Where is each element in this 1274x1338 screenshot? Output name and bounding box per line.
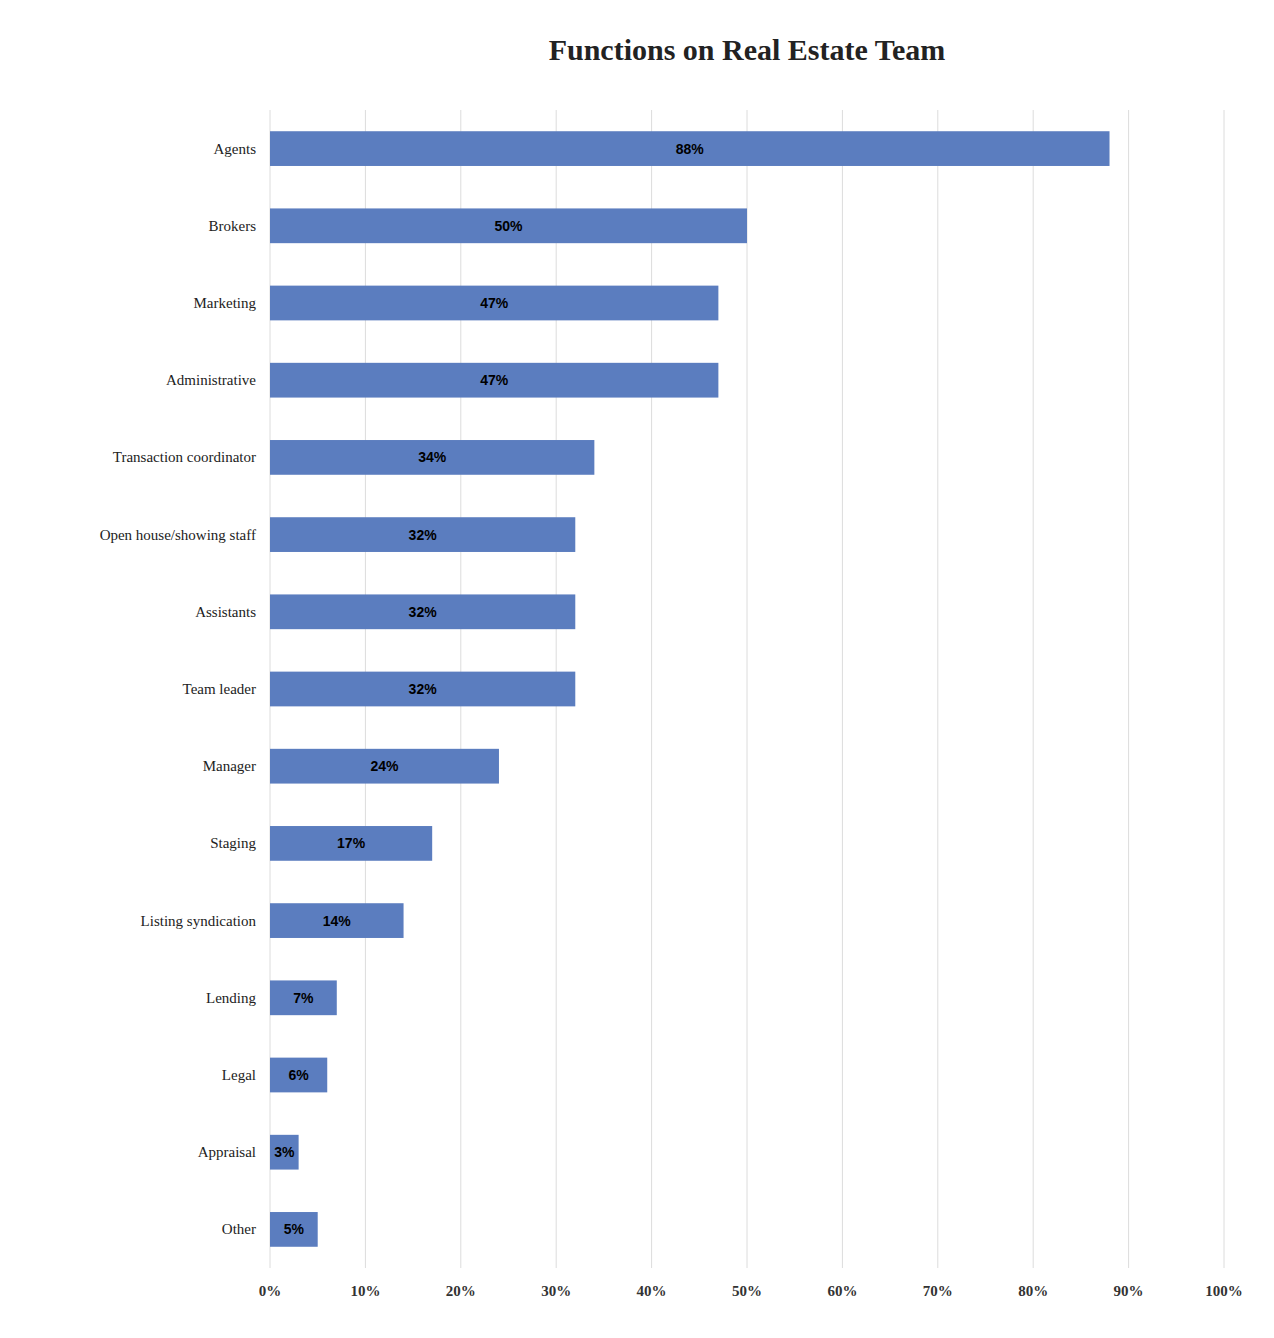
grid: [270, 110, 1224, 1268]
bar: [270, 672, 575, 707]
y-tick-label: Team leader: [183, 681, 256, 697]
data-label: 6%: [289, 1067, 310, 1083]
data-label: 50%: [494, 218, 523, 234]
chart-container: Functions on Real Estate Team 0% 10% 20% 30%…: [0, 0, 1274, 1338]
data-label: 17%: [337, 835, 366, 851]
y-tick-label: Lending: [206, 990, 256, 1006]
data-label: 88%: [676, 141, 705, 157]
data-label: 7%: [293, 990, 314, 1006]
x-axis: 0% 10% 20% 30% 40% 50% 60% 70% 80% 90% 100%: [259, 1283, 1243, 1299]
x-tick-label: 10%: [350, 1283, 380, 1299]
data-label: 14%: [323, 913, 352, 929]
bar: [270, 749, 499, 784]
y-tick-label: Assistants: [195, 604, 256, 620]
x-tick-label: 20%: [446, 1283, 476, 1299]
x-tick-label: 100%: [1205, 1283, 1243, 1299]
data-label: 47%: [480, 372, 509, 388]
bar: [270, 826, 432, 861]
bar: [270, 286, 718, 321]
data-label: 5%: [284, 1221, 305, 1237]
bar: [270, 440, 594, 475]
y-tick-label: Administrative: [166, 372, 256, 388]
data-label: 32%: [409, 527, 438, 543]
y-tick-label: Legal: [222, 1067, 256, 1083]
y-tick-label: Other: [222, 1221, 256, 1237]
bar: [270, 980, 337, 1015]
data-label: 32%: [409, 604, 438, 620]
grid-line: [747, 110, 748, 1268]
bar: [270, 1058, 327, 1093]
x-tick-label: 60%: [827, 1283, 857, 1299]
y-tick-label: Marketing: [194, 295, 257, 311]
y-tick-label: Listing syndication: [141, 913, 257, 929]
y-tick-label: Appraisal: [198, 1144, 256, 1160]
bar: [270, 517, 575, 552]
bar: [270, 594, 575, 629]
bar: [270, 903, 404, 938]
data-label: 47%: [480, 295, 509, 311]
y-tick-label: Transaction coordinator: [113, 449, 256, 465]
x-tick-label: 40%: [637, 1283, 667, 1299]
data-label: 32%: [409, 681, 438, 697]
x-tick-label: 80%: [1018, 1283, 1048, 1299]
y-tick-label: Brokers: [209, 218, 257, 234]
x-tick-label: 70%: [923, 1283, 953, 1299]
grid-line: [1033, 110, 1034, 1268]
chart-svg: Functions on Real Estate Team 0% 10% 20% 30%…: [0, 0, 1274, 1338]
x-tick-label: 30%: [541, 1283, 571, 1299]
grid-line: [842, 110, 843, 1268]
bar: [270, 131, 1110, 166]
data-label: 34%: [418, 449, 447, 465]
y-tick-label: Agents: [214, 141, 257, 157]
x-tick-label: 0%: [259, 1283, 282, 1299]
y-tick-label: Open house/showing staff: [100, 527, 256, 543]
y-axis: Agents Brokers Marketing Administrative Tran…: [100, 141, 257, 1238]
chart-title: Functions on Real Estate Team: [549, 33, 946, 66]
data-label: 3%: [274, 1144, 295, 1160]
bar: [270, 363, 718, 398]
data-label: 24%: [370, 758, 399, 774]
grid-line: [937, 110, 938, 1268]
bar: [270, 1135, 299, 1170]
y-tick-label: Manager: [203, 758, 256, 774]
grid-line: [651, 110, 652, 1268]
grid-line: [1128, 110, 1129, 1268]
bar: [270, 1212, 318, 1247]
bar: [270, 208, 747, 243]
x-tick-label: 90%: [1114, 1283, 1144, 1299]
grid-line: [1224, 110, 1225, 1268]
bars: [270, 131, 1110, 1247]
data-labels: 88% 50% 47% 47% 34% 32% 32% 32% 24% 17% 14% 7% 6% 3% 5…: [274, 141, 704, 1238]
x-tick-label: 50%: [732, 1283, 762, 1299]
y-tick-label: Staging: [210, 835, 256, 851]
